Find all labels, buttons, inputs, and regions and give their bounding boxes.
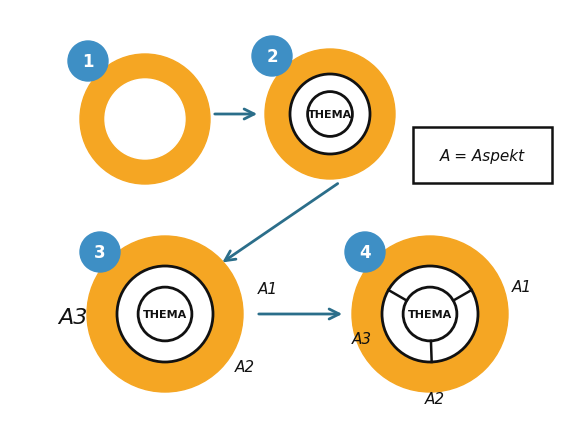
Circle shape	[382, 266, 478, 362]
Text: A1: A1	[258, 282, 278, 297]
Text: A2: A2	[425, 391, 445, 406]
Circle shape	[308, 92, 352, 137]
Circle shape	[117, 266, 213, 362]
Circle shape	[352, 236, 508, 392]
Text: A3: A3	[352, 332, 372, 347]
Text: THEMA: THEMA	[408, 309, 452, 319]
FancyBboxPatch shape	[413, 128, 552, 184]
Text: 4: 4	[359, 243, 371, 262]
Circle shape	[265, 50, 395, 180]
Text: 2: 2	[266, 48, 278, 66]
Circle shape	[87, 236, 243, 392]
Text: A3: A3	[58, 307, 87, 327]
Text: THEMA: THEMA	[308, 110, 352, 120]
Circle shape	[105, 80, 185, 160]
Circle shape	[403, 288, 457, 341]
Circle shape	[138, 288, 192, 341]
Circle shape	[252, 37, 292, 77]
Circle shape	[68, 42, 108, 82]
Circle shape	[80, 233, 120, 272]
Circle shape	[290, 75, 370, 155]
Text: A2: A2	[235, 360, 255, 374]
Text: 3: 3	[94, 243, 106, 262]
Text: A = Aspekt: A = Aspekt	[440, 148, 525, 163]
Circle shape	[80, 55, 210, 184]
Text: THEMA: THEMA	[143, 309, 187, 319]
Text: 1: 1	[82, 53, 93, 71]
Text: A1: A1	[512, 280, 532, 295]
Circle shape	[345, 233, 385, 272]
